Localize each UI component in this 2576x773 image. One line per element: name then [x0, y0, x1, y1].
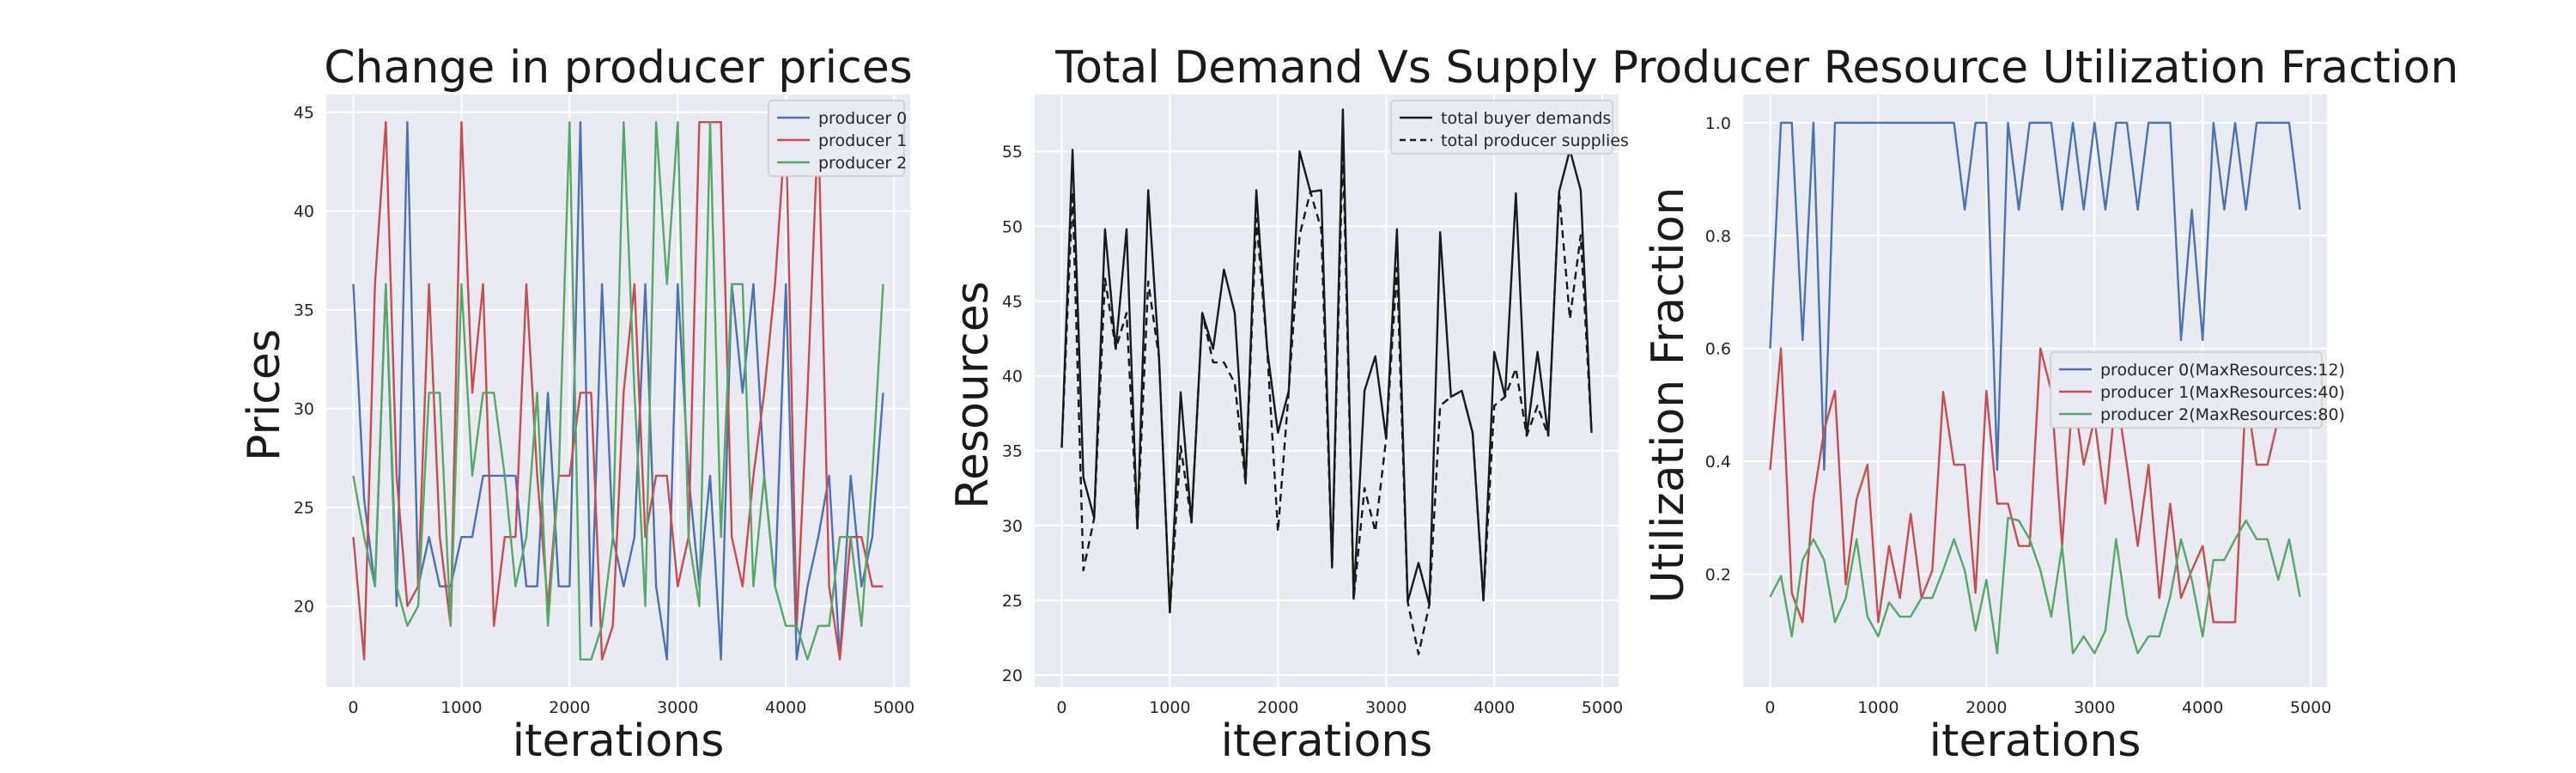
chart-demand-vs-supply: 0 1000 2000 3000 4000 5000 20 25 30 35 40 45 50 55 tot… — [947, 42, 1629, 767]
x-tick-label: 2000 — [549, 698, 590, 717]
y-tick-label: 0.6 — [1705, 340, 1731, 359]
series-line — [1060, 143, 1593, 655]
legend-frame — [768, 100, 905, 177]
x-tick-label: 4000 — [1473, 698, 1515, 717]
y-tick-label: 0.8 — [1705, 227, 1731, 246]
x-tick-label: 5000 — [873, 698, 914, 717]
x-tick-label: 0 — [1765, 698, 1775, 717]
y-tick-label: 30 — [1002, 517, 1023, 536]
y-tick-label: 25 — [294, 499, 314, 518]
legend-label: producer 1(MaxResources:40) — [2100, 383, 2345, 402]
y-tick-label: 45 — [1002, 292, 1023, 311]
x-tick-label: 0 — [1056, 698, 1066, 717]
x-tick-label: 1000 — [1149, 698, 1190, 717]
x-tick-label: 4000 — [765, 698, 806, 717]
y-tick-label: 55 — [1002, 143, 1023, 161]
x-tick-label: 4000 — [2182, 698, 2223, 717]
y-tick-label: 35 — [1002, 442, 1023, 461]
series-line — [352, 120, 884, 660]
plot-area: 0 1000 2000 3000 4000 5000 20 25 30 35 40 45 produce… — [294, 94, 914, 717]
x-tick-label: 3000 — [657, 698, 698, 717]
x-tick-label: 5000 — [1582, 698, 1623, 717]
legend-label: total buyer demands — [1441, 109, 1611, 128]
chart-title: Producer Resource Utilization Fraction — [1612, 42, 2459, 94]
plot-background — [326, 94, 910, 687]
y-tick-label: 50 — [1002, 217, 1023, 236]
legend-label: producer 1 — [818, 131, 907, 150]
legend-label: producer 2(MaxResources:80) — [2100, 405, 2345, 424]
plot-area: 0 1000 2000 3000 4000 5000 20 25 30 35 40 45 50 55 tot… — [1002, 94, 1629, 717]
series-line — [1769, 121, 2301, 472]
chart-utilization-fraction: 0 1000 2000 3000 4000 5000 0.2 0.4 0.6 0.8 1.0 prod… — [1612, 42, 2459, 767]
y-tick-label: 0.2 — [1705, 566, 1731, 585]
y-axis-label: Resources — [947, 281, 999, 509]
x-tick-label: 3000 — [2074, 698, 2115, 717]
y-tick-label: 40 — [294, 203, 314, 222]
chart-title: Change in producer prices — [324, 42, 913, 94]
legend: producer 0(MaxResources:12) producer 1(Ma… — [2050, 351, 2345, 429]
y-tick-label: 0.4 — [1705, 453, 1731, 472]
y-axis-label: Prices — [239, 329, 290, 461]
x-axis-label: iterations — [513, 715, 725, 767]
y-tick-label: 30 — [294, 400, 314, 419]
chart-title: Total Demand Vs Supply — [1054, 42, 1597, 94]
y-axis-label: Utilization Fraction — [1643, 187, 1694, 604]
y-tick-label: 20 — [294, 598, 314, 617]
y-tick-label: 20 — [1002, 666, 1023, 685]
x-axis-label: iterations — [1929, 715, 2142, 767]
legend-label: total producer supplies — [1441, 131, 1629, 150]
x-tick-label: 2000 — [1257, 698, 1298, 717]
legend-label: producer 0 — [818, 109, 907, 128]
y-tick-label: 45 — [294, 104, 314, 123]
y-tick-label: 35 — [294, 301, 314, 320]
legend-frame — [1390, 100, 1613, 155]
x-axis-label: iterations — [1221, 715, 1433, 767]
series-line — [352, 120, 884, 660]
plot-area: 0 1000 2000 3000 4000 5000 0.2 0.4 0.6 0.8 1.0 prod… — [1705, 94, 2345, 717]
chart-producer-prices: 0 1000 2000 3000 4000 5000 20 25 30 35 40 45 produce… — [239, 42, 914, 767]
series-line — [1769, 516, 2301, 654]
y-tick-label: 25 — [1002, 592, 1023, 611]
x-tick-label: 1000 — [440, 698, 482, 717]
series-line — [352, 120, 884, 660]
series-line — [1060, 108, 1593, 614]
x-tick-label: 1000 — [1857, 698, 1899, 717]
legend-label: producer 0(MaxResources:12) — [2100, 361, 2345, 380]
x-tick-label: 5000 — [2290, 698, 2331, 717]
legend-frame — [2050, 351, 2323, 429]
x-tick-label: 3000 — [1365, 698, 1406, 717]
series-line — [1769, 347, 2300, 624]
x-tick-label: 0 — [348, 698, 358, 717]
y-tick-label: 40 — [1002, 368, 1023, 386]
y-tick-label: 1.0 — [1705, 114, 1731, 133]
legend-label: producer 2 — [818, 154, 907, 173]
legend: total buyer demands total producer suppli… — [1390, 100, 1629, 155]
x-tick-label: 2000 — [1965, 698, 2007, 717]
legend: producer 0 producer 1 producer 2 — [768, 100, 907, 177]
